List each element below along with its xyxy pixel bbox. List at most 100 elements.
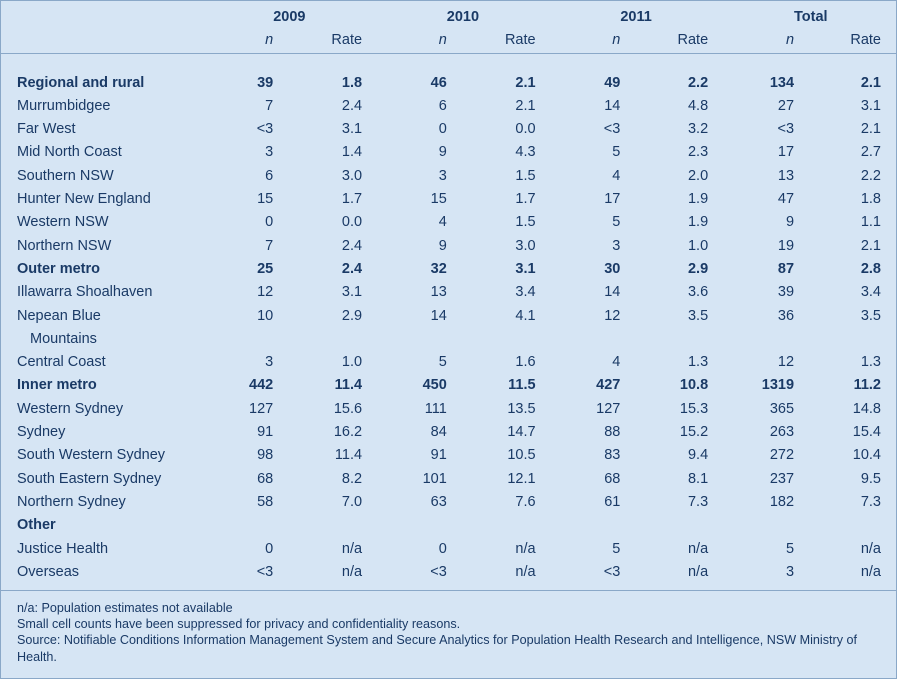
data-table: 2009 2010 2011 Total n Rate n Rate n Rat…	[0, 6, 897, 592]
table-body: Regional and rural 39 1.8 46 2.1 49 2.2 134 2.1 M…	[0, 72, 897, 585]
rate-cell: 15.2	[679, 424, 709, 441]
region-name-cell: Murrumbidgee	[17, 97, 111, 114]
rate-cell: 2.1	[860, 74, 881, 91]
rate-cell: 2.0	[687, 167, 709, 184]
table-row: Justice Health 0 n/a 0 n/a 5 n/a 5 n/a	[0, 538, 897, 561]
count-cell: 0	[265, 214, 274, 231]
rate-cell	[794, 514, 897, 537]
rate-cell: 1.7	[341, 191, 363, 208]
rate-cell: 3.1	[341, 121, 363, 138]
rate-cell: 2.4	[341, 260, 363, 277]
rate-cell: 3.1	[515, 260, 536, 277]
rate-cell: 7.3	[860, 493, 881, 510]
count-cell: 237	[769, 470, 795, 487]
count-cell: 7	[265, 97, 274, 114]
rate-cell: 2.4	[341, 97, 363, 114]
region-name-cell: Illawarra Shoalhaven	[17, 284, 153, 301]
rate-cell: 1.9	[687, 214, 709, 231]
table-row: Southern NSW 6 3.0 3 1.5 4 2.0 13 2.2	[0, 165, 897, 188]
count-cell: 98	[257, 447, 274, 464]
rate-cell: 2.1	[515, 74, 536, 91]
rate-cell: 3.4	[515, 284, 536, 301]
region-name-cell: Mid North Coast	[17, 144, 122, 161]
count-cell: 3	[785, 563, 795, 580]
count-cell: 5	[785, 540, 795, 557]
note-source: Source: Notifiable Conditions Informatio…	[17, 633, 858, 664]
count-cell: <3	[256, 121, 274, 138]
region-name-cell: Nepean Blue Mountains	[0, 305, 221, 352]
rate-cell: n/a	[860, 563, 881, 580]
count-cell: 1319	[761, 377, 795, 394]
rate-cell: 8.1	[687, 470, 709, 487]
count-cell: 0	[265, 540, 274, 557]
count-cell: 134	[769, 74, 795, 91]
n-header-2011: n	[612, 32, 621, 49]
count-cell: 111	[424, 400, 447, 417]
n-header-2009: n	[265, 32, 274, 49]
count-cell: 27	[777, 97, 795, 114]
rate-cell: 16.2	[333, 424, 363, 441]
rate-cell: 12.1	[507, 470, 536, 487]
count-cell: <3	[777, 121, 795, 138]
region-name-cell: Regional and rural	[17, 74, 145, 91]
count-cell: 19	[777, 237, 795, 254]
rate-cell: 1.0	[687, 237, 709, 254]
rate-cell: 11.5	[508, 377, 536, 394]
subheader-row: n Rate n Rate n Rate n Rate	[0, 29, 897, 52]
count-cell: 442	[249, 377, 274, 394]
count-cell: <3	[603, 121, 621, 138]
count-cell	[221, 514, 273, 537]
region-name-line2: Mountains	[30, 330, 97, 347]
count-cell: 6	[438, 97, 447, 114]
region-name-cell: South Eastern Sydney	[17, 470, 162, 487]
table-row: Illawarra Shoalhaven 12 3.1 13 3.4 14 3.6 39 3.4	[0, 281, 897, 304]
region-name-cell: Outer metro	[17, 260, 100, 277]
rate-cell: 10.8	[679, 377, 709, 394]
count-cell: 5	[612, 214, 621, 231]
count-cell: 49	[604, 74, 621, 91]
rate-cell: 1.1	[860, 214, 881, 231]
count-cell: 32	[430, 260, 447, 277]
footer-divider	[0, 590, 897, 592]
table-row: Other	[0, 514, 897, 537]
count-cell	[708, 514, 794, 537]
count-cell: 17	[604, 191, 621, 208]
count-cell: 4	[612, 354, 621, 371]
rate-cell: 3.4	[860, 284, 881, 301]
rate-cell: 1.7	[515, 191, 536, 208]
rate-cell: 3.5	[860, 307, 881, 324]
count-cell: 6	[265, 167, 274, 184]
header-divider	[0, 52, 897, 54]
table-row: Mid North Coast 3 1.4 9 4.3 5 2.3 17 2.7	[0, 141, 897, 164]
rate-cell: 3.2	[687, 121, 709, 138]
table-row: Inner metro 442 11.4 450 11.5 427 10.8 1319 11.2	[0, 374, 897, 397]
rate-cell: 2.9	[687, 260, 709, 277]
rate-cell: 0.0	[341, 214, 363, 231]
rate-cell: n/a	[515, 563, 536, 580]
rate-cell: 7.6	[515, 493, 536, 510]
rate-cell: 2.4	[341, 237, 363, 254]
rate-cell: 2.8	[860, 260, 881, 277]
count-cell: 25	[257, 260, 274, 277]
region-name-cell: Far West	[17, 121, 76, 138]
year-2011-header: 2011	[620, 9, 652, 25]
table-row: South Eastern Sydney 68 8.2 101 12.1 68 8.1 237…	[0, 468, 897, 491]
rate-cell	[273, 514, 362, 537]
rate-cell: 11.4	[334, 377, 363, 394]
rate-cell: 3.5	[687, 307, 709, 324]
rate-cell: 1.5	[515, 214, 536, 231]
rate-cell: 11.2	[853, 377, 881, 394]
rate-cell: 7.3	[687, 493, 709, 510]
table-row: Sydney 91 16.2 84 14.7 88 15.2 263 15.4	[0, 421, 897, 444]
count-cell: 46	[430, 74, 447, 91]
rate-cell: 10.4	[852, 447, 881, 464]
region-name-cell: South Western Sydney	[17, 447, 166, 464]
table-row: Outer metro 25 2.4 32 3.1 30 2.9 87 2.8	[0, 258, 897, 281]
count-cell: 58	[257, 493, 274, 510]
count-cell: 12	[777, 354, 795, 371]
count-cell: 91	[430, 447, 447, 464]
count-cell	[536, 514, 621, 537]
rate-cell: 2.1	[515, 97, 536, 114]
rate-cell: 11.4	[334, 447, 363, 464]
region-name-cell: Southern NSW	[17, 167, 114, 184]
